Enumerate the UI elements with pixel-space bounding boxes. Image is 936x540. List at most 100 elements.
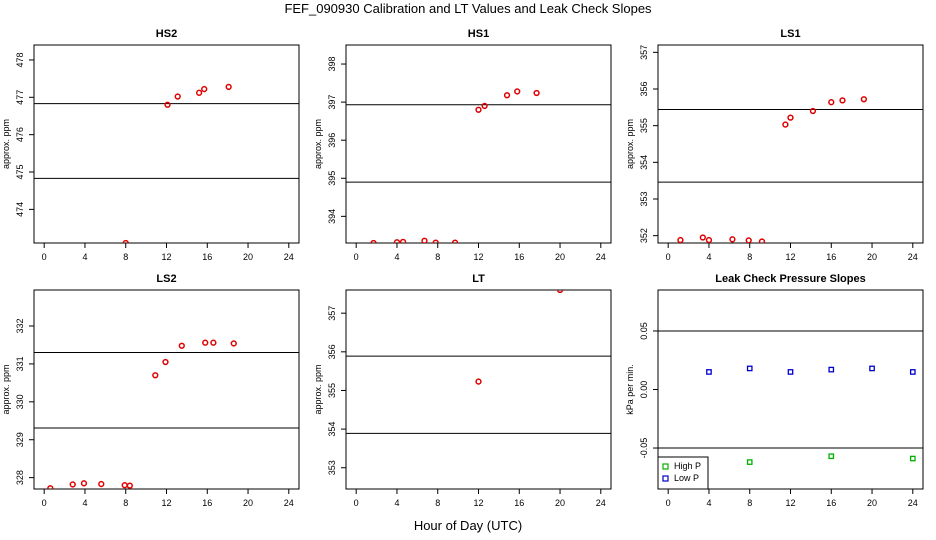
data-point <box>121 482 128 489</box>
data-point <box>869 365 875 372</box>
data-point <box>164 101 171 108</box>
data-point <box>533 89 540 97</box>
panel-hs1: HS1 0 4 8 12 16 20 24 394 395 396 397 398 approx. ppm <box>313 28 612 262</box>
data-point <box>787 369 794 375</box>
panel-title: HS2 <box>156 28 177 40</box>
data-point <box>860 96 868 103</box>
data-point <box>152 372 159 379</box>
x-tick-label: 12 <box>785 252 795 262</box>
x-tick-label: 20 <box>867 498 877 508</box>
y-tick-label: 353 <box>639 191 649 206</box>
data-point <box>47 485 54 489</box>
x-tick-label: 12 <box>473 498 483 508</box>
x-tick-label: 0 <box>666 498 671 508</box>
y-tick-label: 395 <box>327 171 337 186</box>
x-tick-label: 16 <box>826 252 836 262</box>
y-tick-label: 357 <box>327 306 337 321</box>
x-tick-label: 12 <box>161 252 171 262</box>
data-point <box>475 378 482 385</box>
data-point <box>699 234 706 241</box>
y-tick-label: 355 <box>327 383 337 398</box>
x-tick-label: 20 <box>555 252 565 262</box>
y-tick-label: 477 <box>15 90 25 105</box>
x-tick-label: 8 <box>435 252 440 262</box>
x-tick-label: 8 <box>747 252 752 262</box>
x-tick-label: 8 <box>123 252 128 262</box>
data-point <box>202 339 209 346</box>
data-point <box>909 369 916 375</box>
x-tick-label: 20 <box>243 252 253 262</box>
y-tick-label: 478 <box>15 52 25 67</box>
plot-frame <box>345 289 612 490</box>
y-tick-label: 330 <box>15 394 25 409</box>
panel-hs2: HS2 0 4 8 12 16 20 24 474 475 476 477 478 approx. ppm <box>1 28 300 262</box>
data-point <box>705 236 713 243</box>
data-point <box>828 366 835 373</box>
x-tick-label: 24 <box>284 498 294 508</box>
data-points <box>706 365 916 465</box>
x-tick-label: 24 <box>908 498 918 508</box>
legend-label: High P <box>674 461 701 471</box>
x-tick-label: 8 <box>123 498 128 508</box>
x-tick-label: 0 <box>666 252 671 262</box>
data-points <box>122 83 232 243</box>
x-tick-label: 24 <box>908 252 918 262</box>
data-point <box>421 237 428 243</box>
data-point <box>746 365 753 372</box>
y-tick-label: 356 <box>639 81 649 96</box>
y-tick-label: 354 <box>639 155 649 170</box>
legend-marker <box>662 463 669 470</box>
plot-frame <box>33 44 300 244</box>
data-point <box>729 236 736 243</box>
data-point <box>475 106 482 113</box>
x-tick-label: 24 <box>596 252 606 262</box>
data-point <box>162 358 169 366</box>
x-tick-label: 20 <box>243 498 253 508</box>
y-tick-label: -0.05 <box>639 438 649 459</box>
data-point <box>195 89 203 96</box>
data-points <box>475 290 564 385</box>
x-tick-label: 16 <box>514 498 524 508</box>
x-axis-title: Hour of Day (UTC) <box>413 518 523 533</box>
x-tick-label: 4 <box>706 498 711 508</box>
data-point <box>210 339 217 346</box>
x-tick-label: 0 <box>354 498 359 508</box>
panel-lt: LT 0 4 8 12 16 20 24 353 354 355 356 357 approx. ppm <box>313 273 612 508</box>
y-tick-label: 476 <box>15 127 25 142</box>
y-tick-label: 356 <box>327 344 337 359</box>
x-tick-label: 4 <box>394 498 399 508</box>
y-axis-label: approx. ppm <box>313 119 323 169</box>
data-point <box>706 369 712 375</box>
data-points <box>370 88 540 243</box>
y-tick-label: 398 <box>327 57 337 72</box>
y-tick-label: 474 <box>15 202 25 217</box>
y-axis-label: approx. ppm <box>1 119 11 169</box>
x-tick-label: 20 <box>867 252 877 262</box>
y-axis-label: approx. ppm <box>313 364 323 414</box>
legend-box <box>657 456 709 490</box>
x-tick-label: 24 <box>284 252 294 262</box>
x-tick-label: 24 <box>596 498 606 508</box>
data-point <box>122 239 129 243</box>
data-points <box>47 339 237 489</box>
x-tick-label: 0 <box>42 498 47 508</box>
y-axis-label: approx. ppm <box>1 364 11 414</box>
data-point <box>399 238 407 243</box>
data-point <box>514 88 521 95</box>
data-point <box>174 93 181 100</box>
data-point <box>503 92 511 99</box>
x-tick-label: 12 <box>785 498 795 508</box>
data-point <box>828 99 835 106</box>
y-tick-label: 0.05 <box>639 322 649 340</box>
data-point <box>69 481 76 488</box>
y-tick-label: 332 <box>15 318 25 333</box>
panel-title: LS2 <box>156 273 176 285</box>
y-tick-label: 328 <box>15 470 25 485</box>
plot-frame <box>657 44 924 244</box>
data-point <box>556 290 564 294</box>
y-tick-label: 475 <box>15 165 25 180</box>
y-tick-label: 394 <box>327 209 337 224</box>
data-point <box>677 236 684 243</box>
x-tick-label: 16 <box>514 252 524 262</box>
data-point <box>393 239 401 243</box>
